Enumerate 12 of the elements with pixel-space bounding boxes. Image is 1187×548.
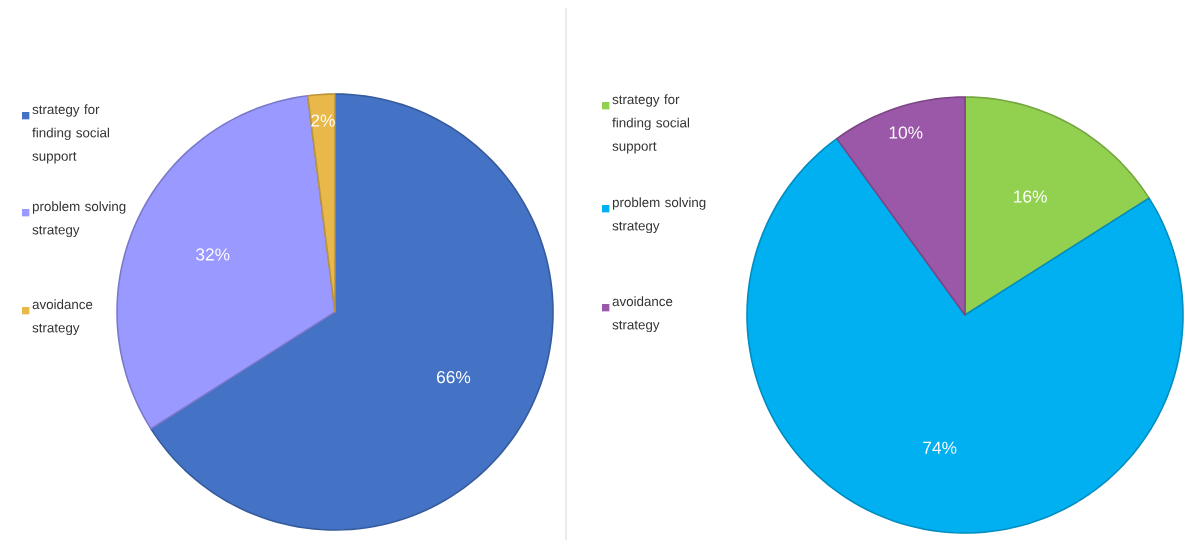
legend-label: strategy for finding social support xyxy=(32,104,109,164)
data-label: 66% xyxy=(436,370,471,384)
data-label: 2% xyxy=(311,114,335,127)
legend-label: avoidance strategy xyxy=(612,296,673,333)
data-label: 10% xyxy=(889,126,923,139)
legend-label: avoidance strategy xyxy=(32,299,93,336)
legend-label: strategy for finding social support xyxy=(612,94,689,154)
legend-label: problem solving strategy xyxy=(32,201,126,238)
legend-label: problem solving strategy xyxy=(612,197,706,234)
data-label: 74% xyxy=(923,441,957,454)
data-label: 16% xyxy=(1014,190,1047,203)
data-label: 32% xyxy=(196,248,230,261)
